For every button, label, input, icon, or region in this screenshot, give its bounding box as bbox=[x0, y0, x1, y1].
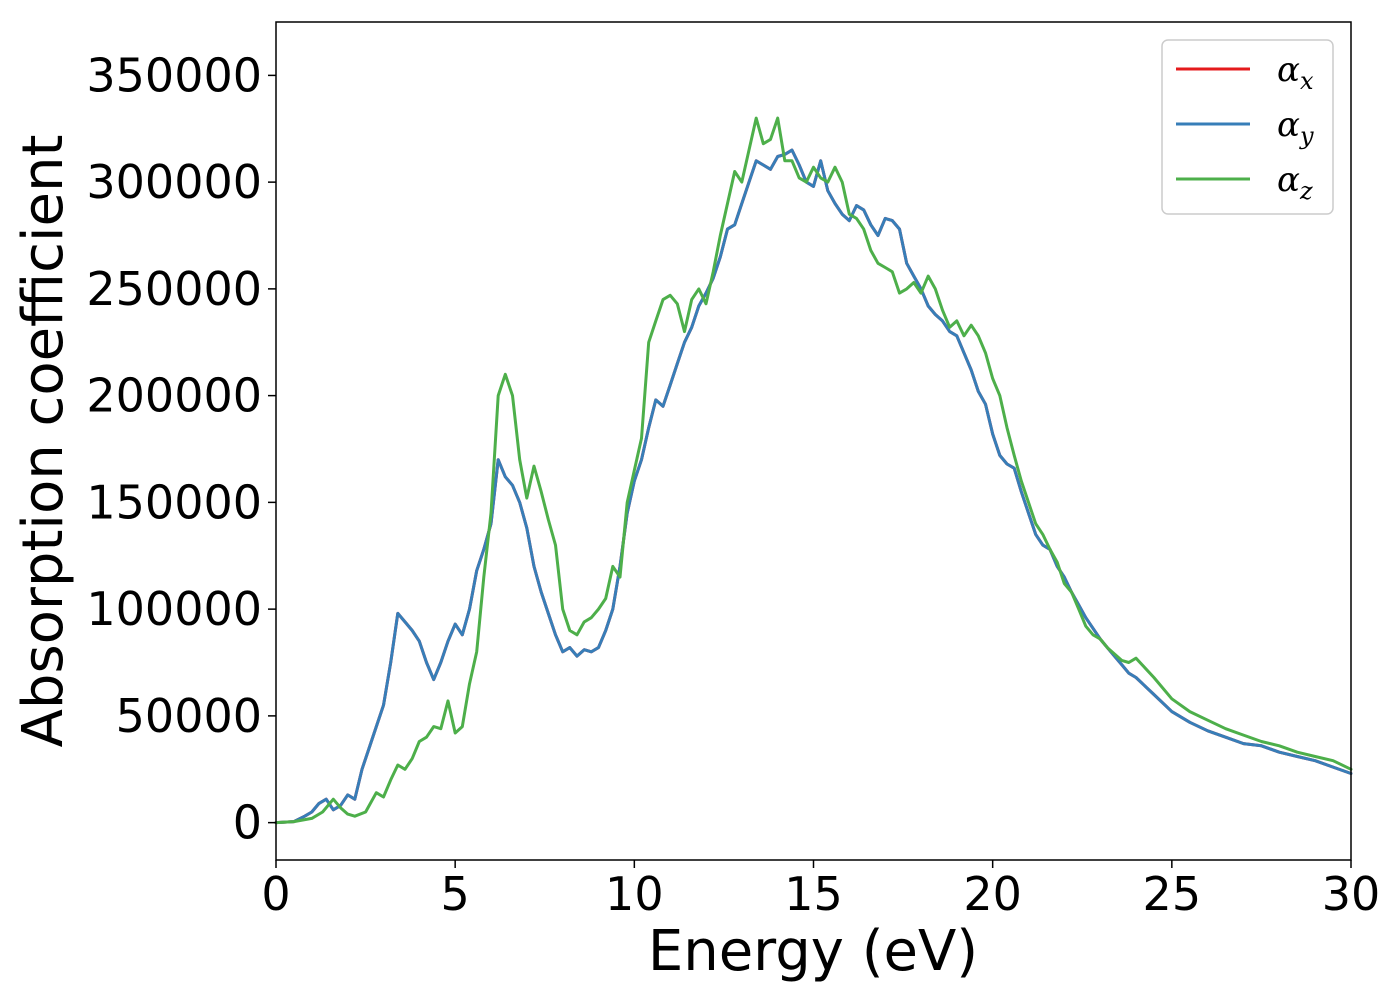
legend-label-y: αy bbox=[1277, 105, 1314, 150]
legend: αx αy αz bbox=[1161, 39, 1334, 215]
y-tick-label: 0 bbox=[233, 796, 262, 850]
x-tick-label: 20 bbox=[963, 867, 1022, 921]
x-tick-label: 25 bbox=[1143, 867, 1202, 921]
legend-box bbox=[1161, 39, 1334, 215]
x-axis-label: Energy (eV) bbox=[648, 919, 978, 984]
series-line-z bbox=[274, 116, 1353, 825]
x-axis-ticks: 0 5 10 15 20 25 30 bbox=[261, 860, 1380, 921]
legend-label-x: αx bbox=[1277, 50, 1314, 95]
series-line-y bbox=[274, 148, 1353, 825]
y-tick-label: 250000 bbox=[86, 262, 262, 316]
y-tick-label: 50000 bbox=[116, 689, 262, 743]
x-tick-label: 30 bbox=[1322, 867, 1381, 921]
y-tick-label: 350000 bbox=[86, 48, 262, 102]
x-tick-label: 5 bbox=[441, 867, 470, 921]
y-axis-label: Absorption coefficient bbox=[11, 135, 76, 748]
y-axis-ticks: 0 50000 100000 150000 200000 250000 300000 3500… bbox=[86, 48, 276, 850]
x-tick-label: 15 bbox=[784, 867, 843, 921]
x-tick-label: 10 bbox=[605, 867, 664, 921]
legend-label-z: αz bbox=[1277, 160, 1313, 205]
y-tick-label: 300000 bbox=[86, 155, 262, 209]
y-tick-label: 150000 bbox=[86, 475, 262, 529]
series-layer bbox=[274, 116, 1353, 825]
x-tick-label: 0 bbox=[261, 867, 290, 921]
y-tick-label: 100000 bbox=[86, 582, 262, 636]
y-tick-label: 200000 bbox=[86, 369, 262, 423]
